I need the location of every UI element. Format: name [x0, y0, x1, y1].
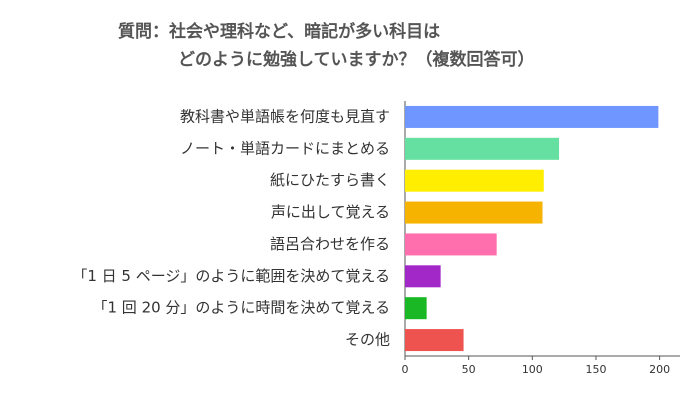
y-tick-label: ノート・単語カードにまとめる — [180, 139, 390, 157]
y-tick-label: 教科書や単語帳を何度も見直す — [180, 107, 390, 125]
bar — [405, 169, 544, 192]
bar — [405, 233, 497, 256]
x-tick-label: 200 — [649, 363, 670, 376]
x-tick-label: 0 — [402, 363, 409, 376]
chart-title: どのように勉強していますか？（複数回答可） — [178, 49, 535, 70]
y-tick-label: その他 — [345, 331, 390, 349]
y-tick-label: 語呂合わせを作る — [270, 235, 390, 253]
y-tick-label: 声に出して覚える — [271, 203, 390, 221]
bar — [405, 329, 464, 352]
y-tick-label: 紙にひたすら書く — [270, 171, 390, 189]
x-tick-label: 150 — [585, 363, 606, 376]
x-tick-label: 50 — [462, 363, 476, 376]
bar — [405, 201, 543, 224]
bar — [405, 105, 659, 128]
y-tick-label: 「1 回 20 分」のように時間を決めて覚える — [93, 299, 391, 317]
y-tick-label: 「1 日 5 ページ」のように範囲を決めて覚える — [72, 267, 390, 285]
chart-title: 質問：社会や理科など、暗記が多い科目は — [118, 21, 440, 42]
x-tick-label: 100 — [522, 363, 543, 376]
bar — [405, 265, 441, 288]
bar — [405, 297, 427, 320]
bar — [405, 137, 560, 160]
